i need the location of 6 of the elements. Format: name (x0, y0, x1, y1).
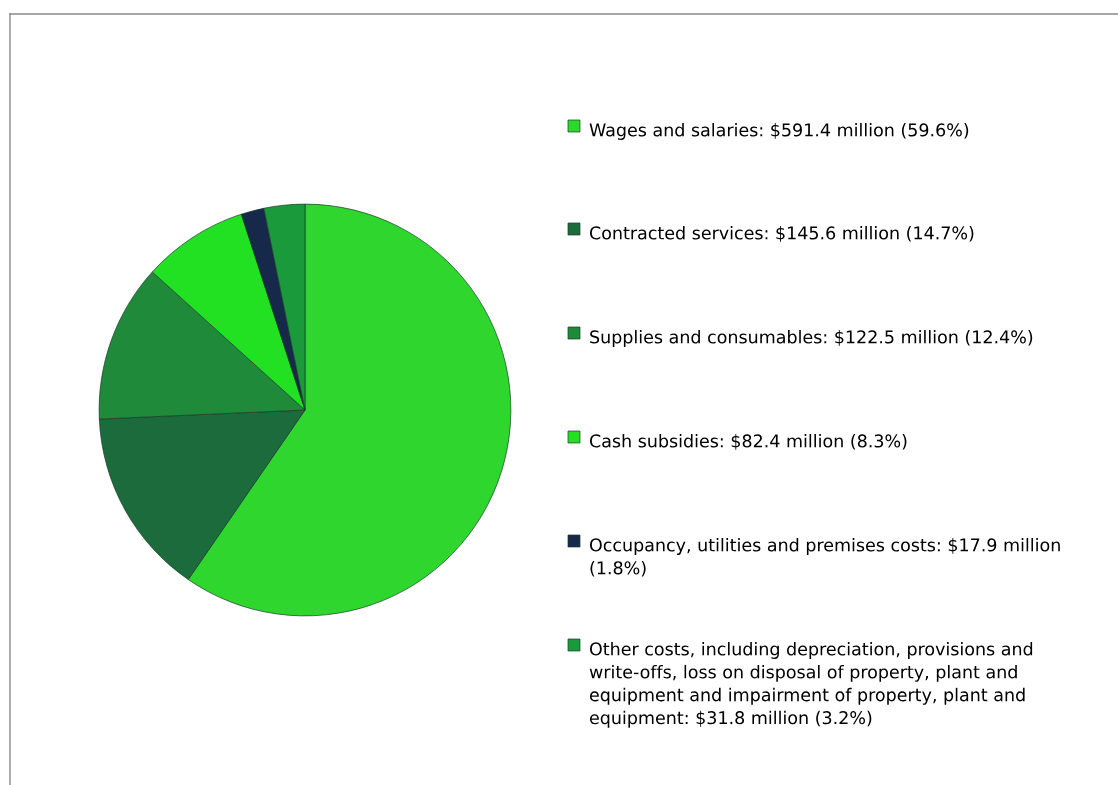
legend-label: Supplies and consumables: $122.5 million (12.4%) (590, 330, 1033, 347)
legend-label: Occupancy, utilities and premises costs: $17.9 million (1.8%) (589, 538, 1060, 577)
legend-label: Other costs, including depreciation, provisions and write-offs, loss on disposal of property, plant and equipment and impairment of property, plant and equipment: $31.8 million (3.2%) (589, 642, 1033, 728)
legend-label: Wages and salaries: $591.4 million (59.6%) (589, 123, 969, 140)
legend-label: Cash subsidies: $82.4 million (8.3%) (589, 434, 907, 450)
legend-label: Contracted services: $145.6 million (14.7%) (589, 226, 974, 242)
